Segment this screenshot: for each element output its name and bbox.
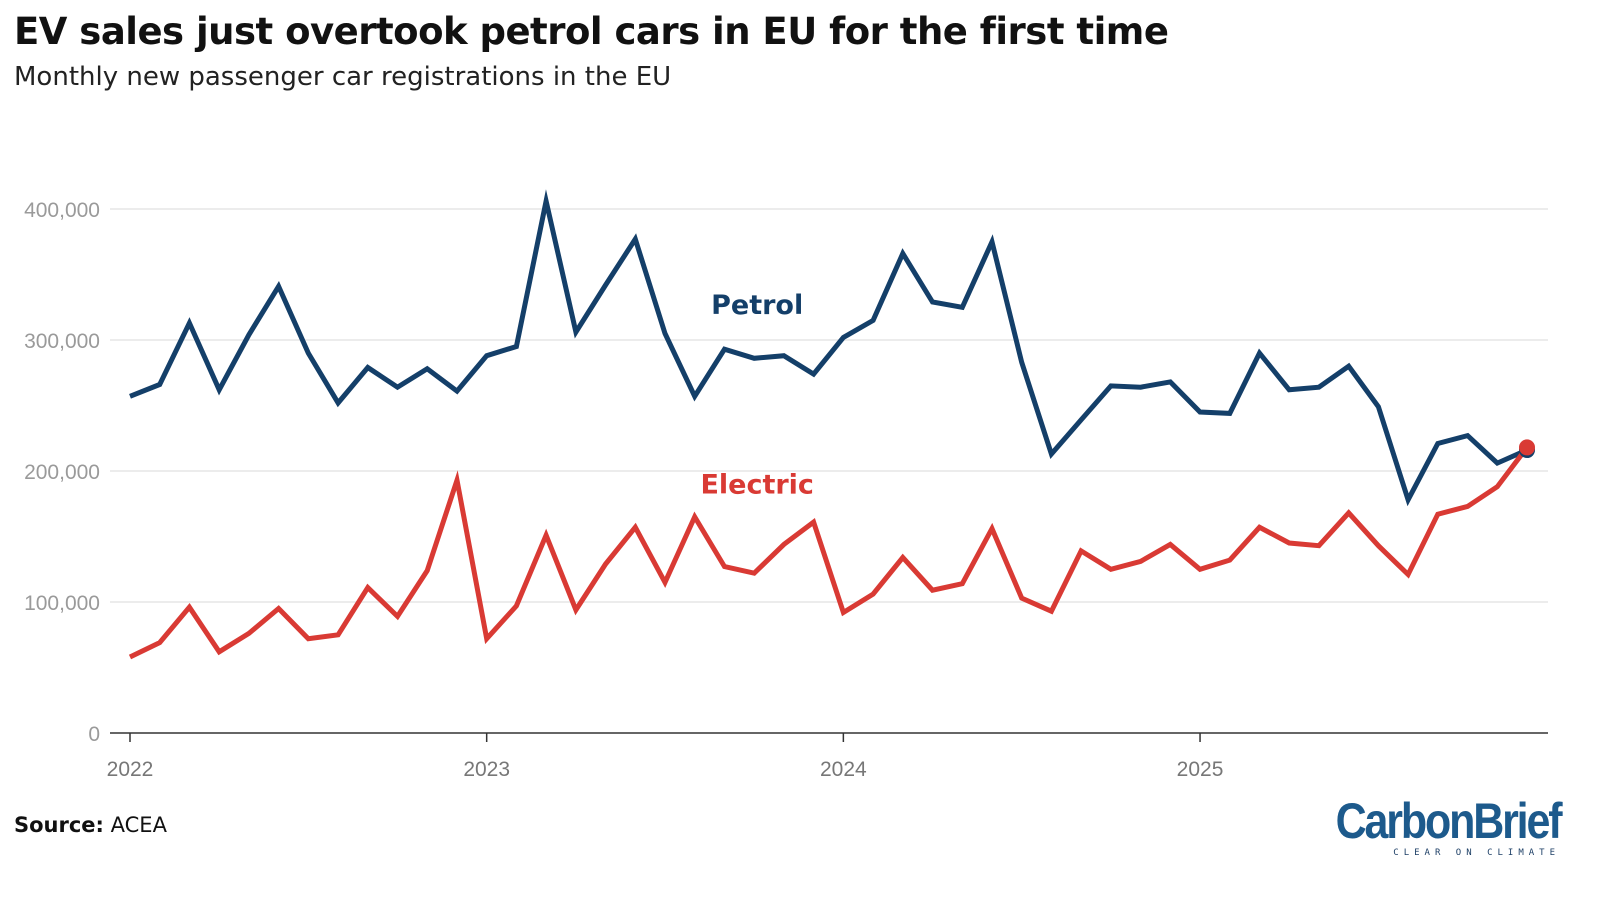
- electric-series-label: Electric: [700, 469, 814, 500]
- y-tick-label: 300,000: [24, 330, 100, 353]
- y-tick-label: 400,000: [24, 199, 100, 222]
- x-tick-label: 2023: [463, 758, 510, 781]
- chart-title: EV sales just overtook petrol cars in EU…: [14, 10, 1169, 53]
- carbon-brief-logo: CarbonBrief CLEAR ON CLIMATE: [1299, 793, 1562, 858]
- x-tick-label: 2025: [1177, 758, 1224, 781]
- chart-subtitle: Monthly new passenger car registrations …: [14, 62, 672, 92]
- source-note: Source: ACEA: [14, 813, 167, 837]
- series-labels: Petrol Electric: [700, 290, 814, 500]
- source-label: Source:: [14, 813, 104, 837]
- source-value: ACEA: [110, 813, 167, 837]
- logo-tagline: CLEAR ON CLIMATE: [1393, 848, 1560, 858]
- y-tick-label: 200,000: [24, 461, 100, 484]
- gridlines: [110, 208, 1548, 603]
- petrol-series-label: Petrol: [711, 290, 803, 321]
- axes: 0 100,000 200,000 300,000 400,000 2022 2023 202…: [24, 199, 1548, 781]
- x-tick-label: 2024: [820, 758, 867, 781]
- electric-series-line: [128, 445, 1529, 660]
- logo-wordmark: CarbonBrief: [1335, 793, 1562, 849]
- x-tick-label: 2022: [107, 758, 154, 781]
- series-lines: [128, 189, 1535, 660]
- electric-end-point: [1519, 439, 1535, 456]
- petrol-series-line: [129, 189, 1529, 507]
- y-tick-label: 100,000: [24, 592, 100, 615]
- y-tick-label: 0: [88, 723, 100, 746]
